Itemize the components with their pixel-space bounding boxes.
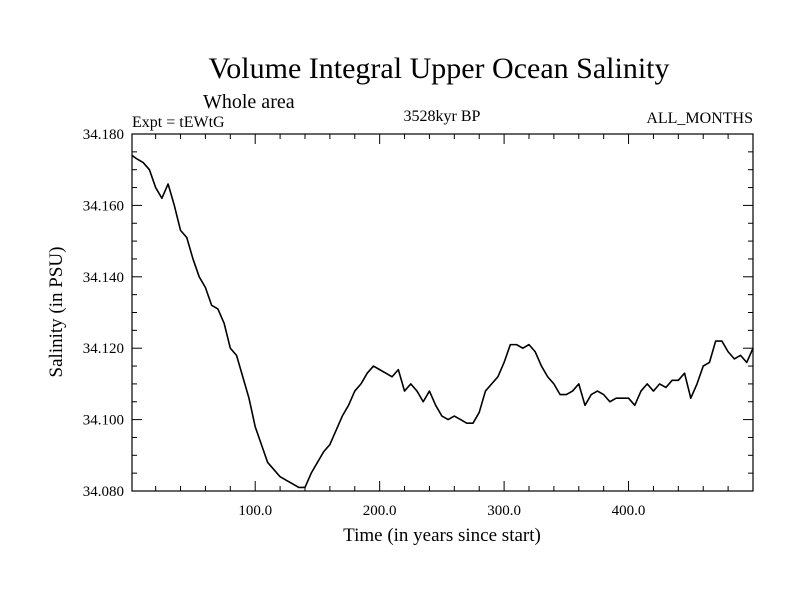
x-tick-labels: 100.0 200.0 300.0 400.0 <box>238 503 645 519</box>
period-label: 3528kyr BP <box>404 108 481 125</box>
y-tick-label: 34.080 <box>83 484 124 500</box>
y-tick-label: 34.160 <box>83 198 124 214</box>
plot-frame <box>131 133 754 492</box>
months-label: ALL_MONTHS <box>646 110 753 127</box>
y-tick-labels: 34.080 34.100 34.120 34.140 34.160 34.180 <box>83 127 124 500</box>
y-tick-label: 34.140 <box>83 270 124 286</box>
x-tick-label: 200.0 <box>363 503 397 519</box>
x-tick-label: 100.0 <box>238 503 272 519</box>
y-tick-label: 34.180 <box>83 127 124 143</box>
y-axis-label: Salinity (in PSU) <box>46 247 67 378</box>
y-tick-label: 34.100 <box>83 413 124 429</box>
x-tick-label: 400.0 <box>612 503 646 519</box>
experiment-label: Expt = tEWtG <box>132 114 225 131</box>
chart-subtitle: Whole area <box>203 91 295 113</box>
series-group <box>131 154 754 489</box>
y-tick-label: 34.120 <box>83 341 124 357</box>
axis-ticks <box>132 133 753 492</box>
series-line-salinity <box>131 154 754 489</box>
x-axis-label: Time (in years since start) <box>343 525 541 546</box>
x-tick-label: 300.0 <box>487 503 521 519</box>
chart-title: Volume Integral Upper Ocean Salinity <box>209 52 670 85</box>
